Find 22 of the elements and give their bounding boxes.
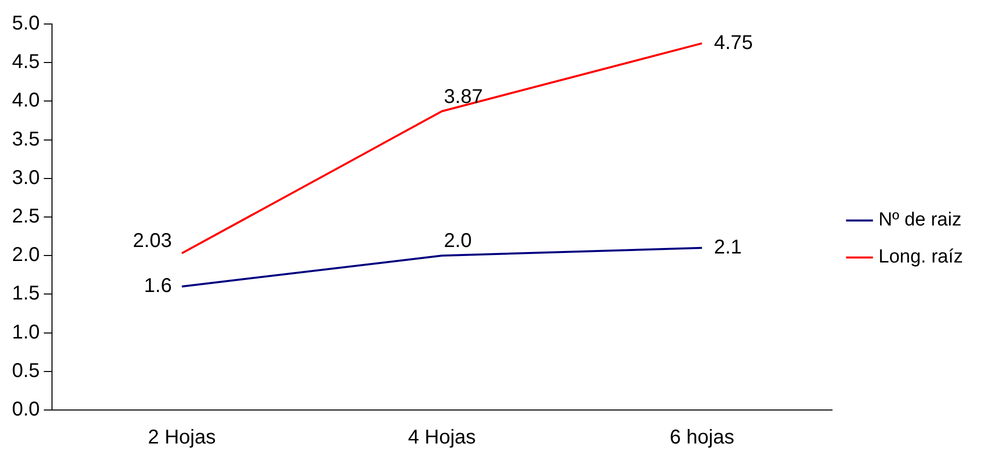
legend-label: Nº de raiz — [878, 210, 962, 231]
y-tick-label: 4.0 — [12, 90, 40, 112]
legend-label: Long. raíz — [878, 246, 963, 268]
y-tick-label: 0.5 — [12, 360, 40, 382]
y-tick-label: 2.0 — [12, 244, 40, 266]
data-label: 3.87 — [444, 86, 483, 108]
x-tick-label: 2 Hojas — [148, 426, 216, 449]
y-tick-label: 1.5 — [12, 282, 40, 305]
y-tick-label: 3.0 — [12, 166, 40, 189]
y-tick-label: 5.0 — [12, 12, 40, 35]
data-label: 2.0 — [444, 230, 472, 252]
y-tick-label: 1.0 — [12, 321, 40, 344]
x-tick-label: 6 hojas — [670, 426, 734, 449]
y-tick-label: 2.5 — [12, 206, 40, 228]
y-tick-label: 4.5 — [12, 51, 40, 74]
data-label: 4.75 — [714, 32, 753, 54]
data-label: 2.1 — [714, 236, 742, 258]
y-tick-label: 0.0 — [12, 398, 40, 421]
data-label: 1.6 — [144, 274, 172, 297]
x-tick-label: 4 Hojas — [408, 426, 476, 449]
y-tick-label: 3.5 — [12, 128, 40, 150]
data-label: 2.03 — [132, 230, 172, 252]
